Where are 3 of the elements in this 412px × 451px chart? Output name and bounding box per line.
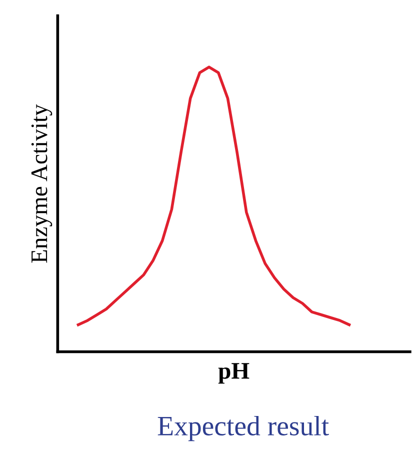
text: Expected result bbox=[158, 416, 329, 442]
x-axis-title: pH bbox=[218, 363, 250, 384]
y-axis-title: Enzyme Activity bbox=[31, 104, 52, 263]
